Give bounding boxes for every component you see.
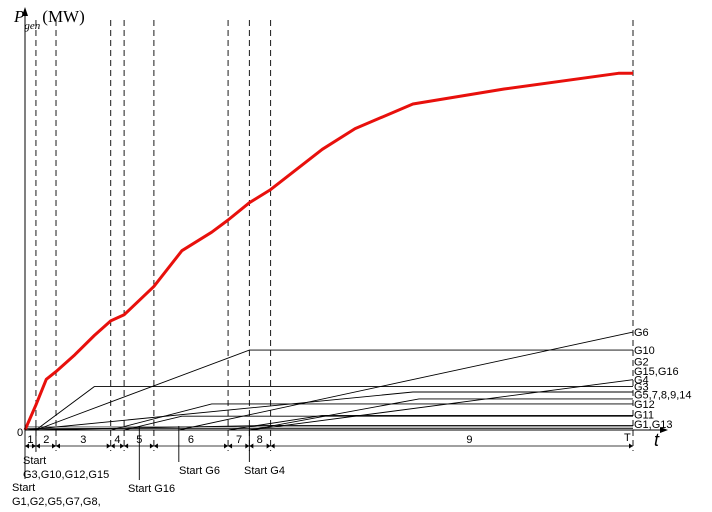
stage-label-3: 3 bbox=[80, 434, 86, 446]
stage-arrow-left-4 bbox=[120, 443, 125, 449]
y-axis-arrow bbox=[22, 7, 28, 16]
end-label-g2: G2 bbox=[634, 357, 649, 369]
start-annotation-0-line-1: G1,G2,G5,G7,G8, bbox=[12, 496, 101, 508]
y-axis-unit: (MW) bbox=[42, 7, 84, 26]
y-axis-label: Pgen (MW) bbox=[13, 7, 85, 32]
start-annotation-1-line-1: G3,G10,G12,G15 bbox=[23, 469, 109, 481]
generator-line-g12 bbox=[123, 415, 633, 431]
start-annotation-3-line-0: Start G6 bbox=[179, 465, 220, 477]
stage-arrow-left-5 bbox=[149, 443, 154, 449]
axes bbox=[22, 7, 668, 447]
generator-line-g1-g13 bbox=[24, 424, 633, 431]
stage-boundary-lines bbox=[35, 20, 634, 451]
stage-label-6: 6 bbox=[188, 434, 194, 446]
stage-arrow-right-2 bbox=[56, 443, 61, 449]
stage-arrow-right-7 bbox=[249, 443, 254, 449]
stage-arrow-left-8 bbox=[266, 443, 271, 449]
generator-line-g10 bbox=[35, 349, 633, 431]
stage-labels: 123456789 bbox=[27, 434, 472, 446]
generator-line-g6 bbox=[178, 331, 634, 431]
end-label-g4: G4 bbox=[634, 375, 649, 387]
stage-arrow-right-1 bbox=[35, 443, 40, 449]
stage-arrow-left-2 bbox=[52, 443, 57, 449]
end-label-g3: G3 bbox=[634, 382, 649, 394]
x-axis-arrow bbox=[660, 427, 668, 433]
stage-arrow-left-3 bbox=[106, 443, 111, 449]
generator-end-labels: G6 G10G2G15,G16G4G3G5,7,8,9,14G12G11G1,G1… bbox=[634, 327, 692, 431]
start-annotations: StartG1,G2,G5,G7,G8,StartG3,G10,G12,G15S… bbox=[12, 426, 285, 508]
origin-label: 0 bbox=[17, 427, 23, 439]
end-label-g11: G11 bbox=[634, 410, 654, 422]
stage-arrow-right-6 bbox=[228, 443, 233, 449]
stage-arrow-right-3 bbox=[110, 443, 115, 449]
generator-line-g15-g16 bbox=[110, 403, 633, 431]
y-axis-symbol: P bbox=[13, 7, 24, 26]
stage-arrow-right-8 bbox=[270, 443, 275, 449]
stage-label-1: 1 bbox=[27, 434, 33, 446]
stage-arrows bbox=[25, 443, 633, 449]
stage-arrow-right-0 bbox=[25, 443, 29, 449]
generator-line-g4 bbox=[249, 379, 634, 431]
total-generation-series bbox=[23, 71, 633, 431]
end-label-g15-g16: G15,G16 bbox=[634, 366, 679, 378]
stage-label-7: 7 bbox=[236, 434, 242, 446]
stage-label-4: 4 bbox=[114, 434, 120, 446]
start-annotation-2-line-0: Start G16 bbox=[128, 483, 175, 495]
stage-arrow-left-6 bbox=[224, 443, 229, 449]
start-annotation-4-line-0: Start G4 bbox=[244, 465, 285, 477]
stage-arrow-right-4 bbox=[124, 443, 129, 449]
end-label-g10: G10 bbox=[634, 345, 655, 357]
end-label-g1-g13: G1,G13 bbox=[634, 419, 673, 431]
end-label-g6: G6 bbox=[634, 327, 649, 339]
start-annotation-0-line-0: Start bbox=[12, 482, 35, 494]
x-axis-label: t bbox=[654, 430, 660, 450]
total-generation-line bbox=[23, 71, 633, 431]
y-axis-subscript: gen bbox=[24, 20, 40, 32]
end-label-g12: G12 bbox=[634, 399, 655, 411]
end-time-label: T bbox=[624, 432, 631, 444]
stage-label-9: 9 bbox=[466, 434, 472, 446]
stage-arrow-left-1 bbox=[31, 443, 36, 449]
generator-line-g5-7-8-9-14 bbox=[249, 398, 633, 431]
stage-label-2: 2 bbox=[43, 434, 49, 446]
generator-line-g11 bbox=[228, 414, 633, 431]
generator-line-g3 bbox=[35, 386, 633, 431]
stage-arrow-left-9 bbox=[629, 443, 633, 449]
stage-arrow-right-5 bbox=[153, 443, 158, 449]
generator-line-g2 bbox=[24, 391, 633, 431]
start-annotation-1-line-0: Start bbox=[23, 455, 46, 467]
stage-label-8: 8 bbox=[257, 434, 263, 446]
end-label-g5-7-8-9-14: G5,7,8,9,14 bbox=[634, 390, 692, 402]
stage-arrow-left-7 bbox=[245, 443, 250, 449]
generator-lines bbox=[24, 331, 634, 431]
